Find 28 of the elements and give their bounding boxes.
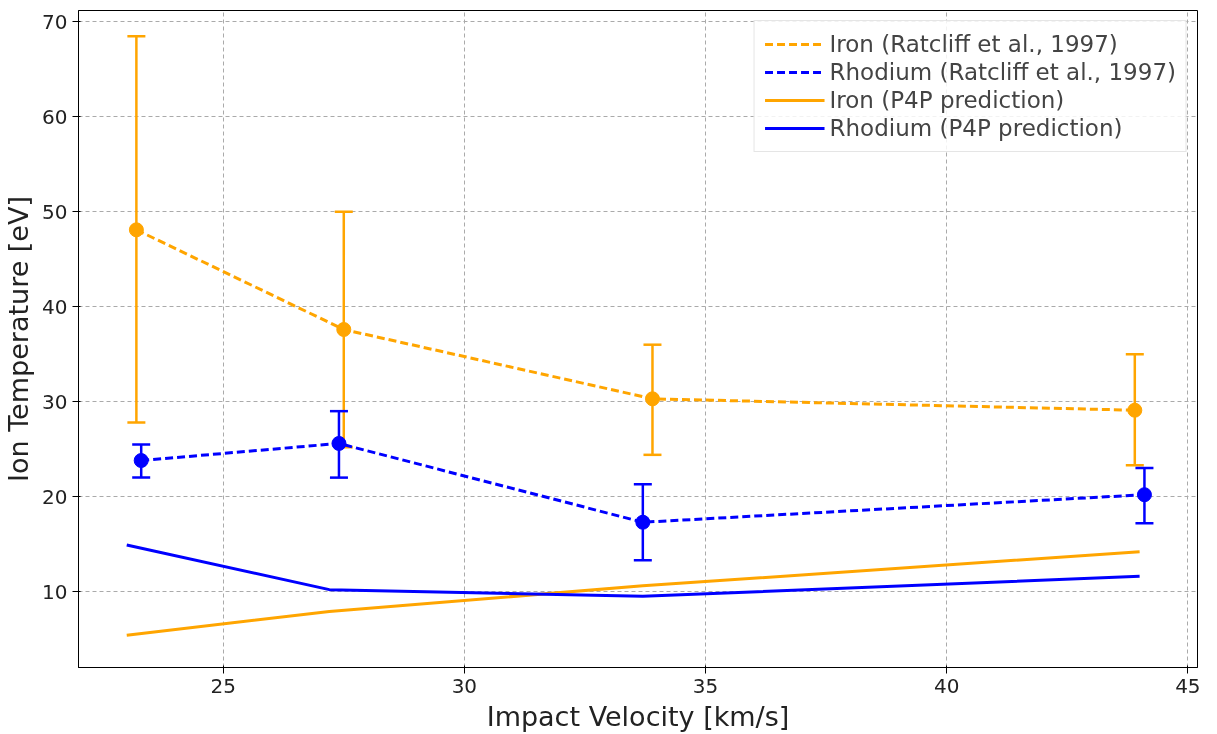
y-tick-label: 10 [42,579,68,604]
y-tick-label: 70 [42,9,68,34]
point [331,435,347,451]
y-axis-title: Ion Temperature [eV] [3,196,35,482]
point [1127,402,1143,418]
point [1136,487,1152,503]
x-tick-label: 30 [451,673,478,698]
point [128,222,144,238]
x-axis-title: Impact Velocity [km/s] [486,700,790,732]
y-tick-label: 60 [42,104,68,129]
point [644,391,660,407]
legend-label: Iron (P4P prediction) [829,87,1065,113]
x-tick-label: 40 [933,673,960,698]
x-tick-label: 45 [1175,673,1201,698]
y-tick-label: 30 [42,389,68,414]
point [635,514,651,530]
legend-label: Rhodium (P4P prediction) [829,115,1123,141]
x-tick-label: 25 [210,673,236,698]
y-tick-label: 50 [42,199,68,224]
line-series [125,543,1142,598]
point [133,453,149,469]
point [336,322,352,337]
y-tick-label: 20 [42,484,68,509]
x-tick-label: 35 [692,673,719,698]
legend-label: Iron (Ratcliff et al., 1997) [829,31,1118,57]
y-tick-label: 40 [42,294,68,319]
line-series [125,550,1142,637]
legend-label: Rhodium (Ratcliff et al., 1997) [829,59,1176,85]
